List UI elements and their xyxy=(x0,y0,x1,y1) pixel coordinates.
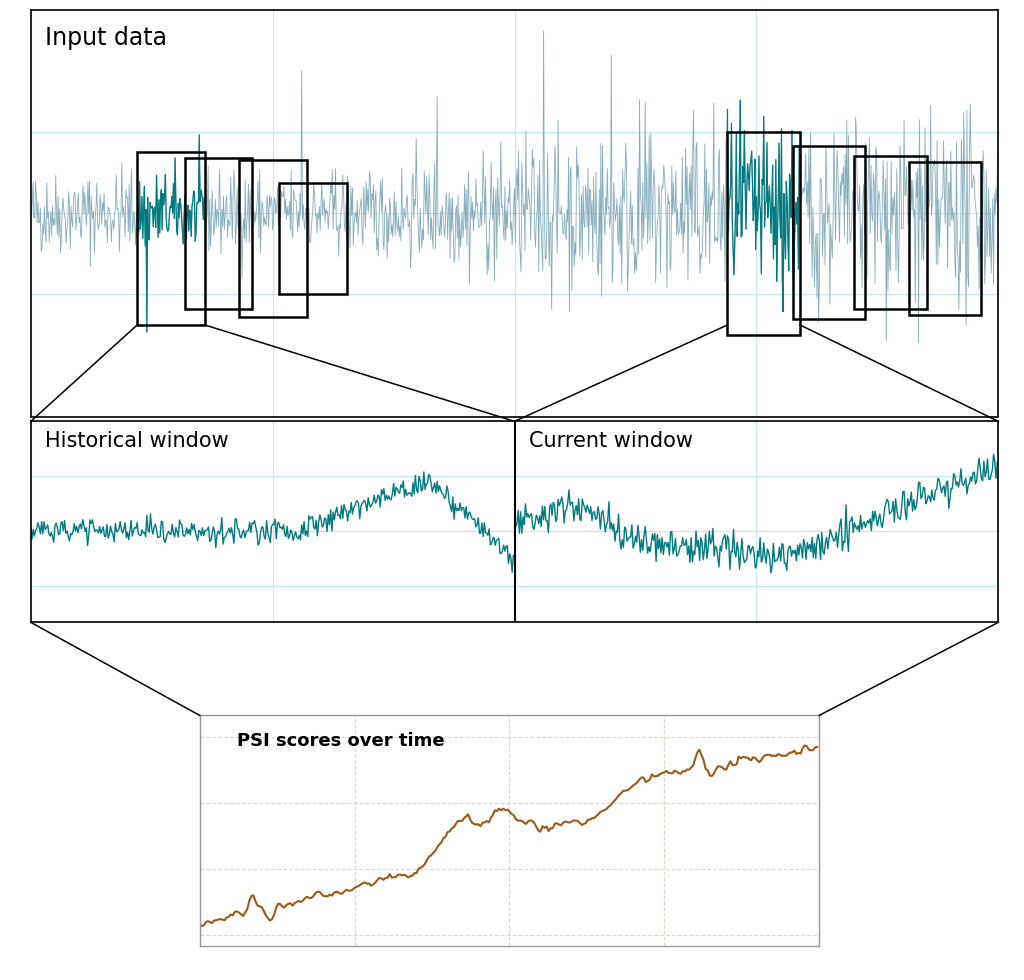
Bar xyxy=(280,182,347,294)
Bar xyxy=(854,156,927,309)
Bar xyxy=(793,146,865,318)
Bar xyxy=(137,152,205,325)
Bar xyxy=(909,163,981,315)
Text: PSI scores over time: PSI scores over time xyxy=(237,731,444,750)
Bar xyxy=(239,161,306,317)
Bar xyxy=(184,158,252,309)
Text: Input data: Input data xyxy=(45,26,167,50)
Text: Historical window: Historical window xyxy=(45,431,229,452)
Bar xyxy=(727,131,800,335)
Text: Current window: Current window xyxy=(529,431,693,452)
